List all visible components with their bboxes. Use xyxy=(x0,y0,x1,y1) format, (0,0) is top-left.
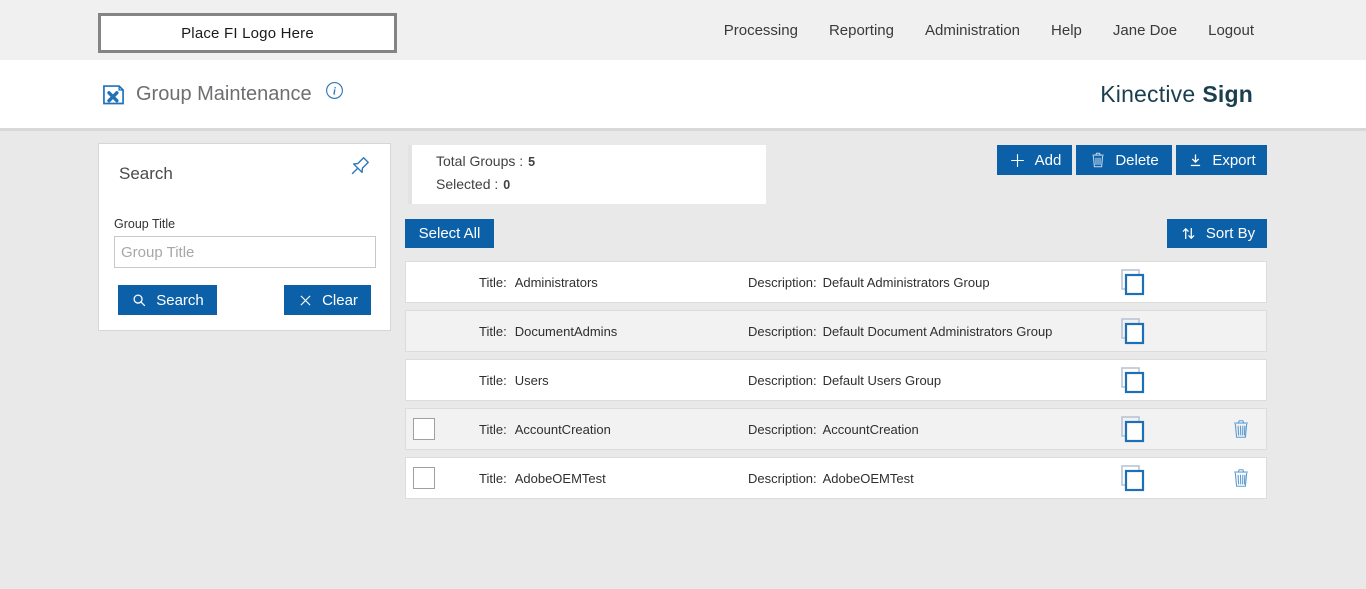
description-label: Description: xyxy=(748,323,817,339)
copy-icon[interactable] xyxy=(1119,463,1146,493)
trash-icon[interactable] xyxy=(1230,465,1252,491)
row-description-cell: Description: AccountCreation xyxy=(748,422,1119,437)
sort-arrows-icon xyxy=(1182,227,1195,240)
brand-name-regular: Kinective xyxy=(1100,80,1196,107)
delete-button-label: Delete xyxy=(1115,151,1159,169)
title-bar: Group Maintenance i Kinective Sign xyxy=(0,60,1366,131)
delete-button[interactable]: Delete xyxy=(1076,145,1172,175)
description-value: AccountCreation xyxy=(822,421,919,437)
nav-item-user[interactable]: Jane Doe xyxy=(1112,21,1178,39)
search-panel-buttons: Search Clear xyxy=(99,285,390,315)
clear-button-label: Clear xyxy=(322,291,358,309)
title-value: DocumentAdmins xyxy=(514,323,618,339)
sort-by-label: Sort By xyxy=(1205,225,1256,242)
group-list: Title: Administrators Description: Defau… xyxy=(405,261,1267,506)
description-value: Default Administrators Group xyxy=(822,274,990,290)
brand-name-bold: Sign xyxy=(1202,80,1253,107)
title-bar-left: Group Maintenance i xyxy=(100,60,344,128)
add-button[interactable]: Add xyxy=(997,145,1072,175)
title-label: Title: xyxy=(479,323,507,339)
description-value: Default Document Administrators Group xyxy=(822,323,1053,339)
search-button-label: Search xyxy=(156,291,204,309)
total-groups-line: Total Groups : 5 xyxy=(436,153,535,169)
selected-value: 0 xyxy=(503,178,511,192)
fi-logo-text: Place FI Logo Here xyxy=(181,24,314,42)
search-panel: Search Group Title Search Clear xyxy=(98,143,391,331)
row-description-cell: Description: Default Document Administra… xyxy=(748,324,1119,339)
group-row: Title: Administrators Description: Defau… xyxy=(405,261,1267,303)
row-checkbox[interactable] xyxy=(413,467,435,489)
svg-text:i: i xyxy=(333,86,336,97)
description-label: Description: xyxy=(748,372,817,388)
group-maintenance-icon xyxy=(103,84,124,104)
row-checkbox[interactable] xyxy=(413,418,435,440)
nav-item-processing[interactable]: Processing xyxy=(723,21,798,39)
plus-icon xyxy=(1010,153,1024,167)
search-panel-title: Search xyxy=(119,164,173,183)
row-title-cell: Title: Users xyxy=(479,373,748,388)
fi-logo-placeholder: Place FI Logo Here xyxy=(98,13,397,53)
sort-by-button[interactable]: Sort By xyxy=(1167,219,1267,248)
title-label: Title: xyxy=(479,421,507,437)
total-groups-label: Total Groups : xyxy=(436,153,524,169)
description-value: Default Users Group xyxy=(822,372,942,388)
top-bar: Place FI Logo Here Processing Reporting … xyxy=(0,0,1366,60)
group-title-label: Group Title xyxy=(114,217,176,231)
summary-box: Total Groups : 5 Selected : 0 xyxy=(408,145,766,204)
info-icon[interactable]: i xyxy=(325,81,344,100)
copy-icon[interactable] xyxy=(1119,365,1146,395)
description-label: Description: xyxy=(748,470,817,486)
trash-icon xyxy=(1092,152,1104,168)
group-row: Title: Users Description: Default Users … xyxy=(405,359,1267,401)
row-title-cell: Title: AccountCreation xyxy=(479,422,748,437)
nav-item-logout[interactable]: Logout xyxy=(1208,21,1254,39)
nav-item-help[interactable]: Help xyxy=(1051,21,1082,39)
pin-icon[interactable] xyxy=(346,154,372,180)
row-description-cell: Description: Default Users Group xyxy=(748,373,1119,388)
download-icon xyxy=(1191,153,1201,166)
description-label: Description: xyxy=(748,421,817,437)
total-groups-value: 5 xyxy=(528,155,536,169)
group-row: Title: AdobeOEMTest Description: AdobeOE… xyxy=(405,457,1267,499)
group-row: Title: AccountCreation Description: Acco… xyxy=(405,408,1267,450)
clear-button[interactable]: Clear xyxy=(284,285,371,315)
description-value: AdobeOEMTest xyxy=(822,470,914,486)
title-label: Title: xyxy=(479,470,507,486)
row-title-cell: Title: Administrators xyxy=(479,275,748,290)
title-value: AccountCreation xyxy=(514,421,611,437)
title-value: Administrators xyxy=(514,274,598,290)
search-icon xyxy=(133,293,146,306)
copy-icon[interactable] xyxy=(1119,414,1146,444)
title-label: Title: xyxy=(479,274,507,290)
export-button[interactable]: Export xyxy=(1176,145,1267,175)
row-description-cell: Description: Default Administrators Grou… xyxy=(748,275,1119,290)
description-label: Description: xyxy=(748,274,817,290)
close-icon xyxy=(300,294,311,306)
select-all-button[interactable]: Select All xyxy=(405,219,494,248)
add-button-label: Add xyxy=(1034,151,1062,169)
group-title-input[interactable] xyxy=(114,236,376,268)
page-title: Group Maintenance xyxy=(136,82,312,105)
export-button-label: Export xyxy=(1212,151,1256,169)
title-value: AdobeOEMTest xyxy=(514,470,606,486)
selected-line: Selected : 0 xyxy=(436,176,510,192)
nav-item-reporting[interactable]: Reporting xyxy=(828,21,894,39)
title-label: Title: xyxy=(479,372,507,388)
select-all-label: Select All xyxy=(418,225,481,242)
title-value: Users xyxy=(514,372,549,388)
search-button[interactable]: Search xyxy=(118,285,217,315)
row-title-cell: Title: DocumentAdmins xyxy=(479,324,748,339)
copy-icon[interactable] xyxy=(1119,267,1146,297)
group-row: Title: DocumentAdmins Description: Defau… xyxy=(405,310,1267,352)
trash-icon[interactable] xyxy=(1230,416,1252,442)
row-description-cell: Description: AdobeOEMTest xyxy=(748,471,1119,486)
brand-logo: Kinective Sign xyxy=(1100,60,1253,128)
top-navigation: Processing Reporting Administration Help… xyxy=(724,0,1254,60)
row-title-cell: Title: AdobeOEMTest xyxy=(479,471,748,486)
selected-label: Selected : xyxy=(436,176,499,192)
nav-item-administration[interactable]: Administration xyxy=(924,21,1021,39)
copy-icon[interactable] xyxy=(1119,316,1146,346)
